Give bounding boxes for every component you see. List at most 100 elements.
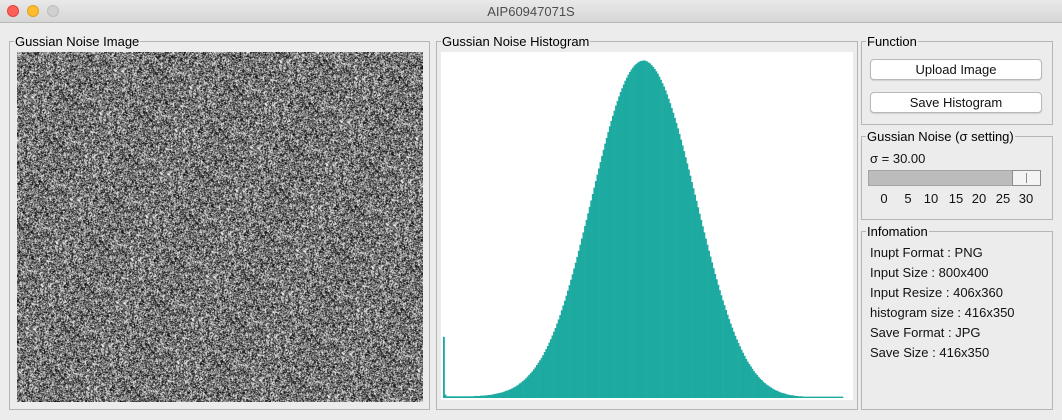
histogram-bar — [757, 376, 760, 398]
histogram-bar — [452, 396, 455, 398]
histogram-bar — [551, 335, 554, 398]
histogram-bar — [818, 396, 821, 398]
histogram-bar — [580, 238, 583, 398]
histogram-bar — [588, 206, 591, 398]
histogram-bar — [703, 232, 706, 398]
histogram-bar — [686, 163, 689, 398]
histogram-bar — [515, 385, 518, 398]
slider-tick-label: 0 — [880, 191, 888, 206]
title-bar: AIP60947071S — [0, 0, 1062, 23]
histogram-bar — [487, 394, 490, 398]
zoom-window-icon[interactable] — [47, 5, 59, 17]
histogram-bar — [667, 98, 670, 399]
histogram-bar — [456, 396, 459, 398]
histogram-bar — [802, 396, 805, 398]
histogram-bar — [509, 389, 512, 398]
histogram-bar — [663, 86, 666, 398]
histogram-bar — [664, 90, 667, 399]
histogram-bar — [754, 373, 757, 398]
histogram-bar — [489, 394, 492, 398]
histogram-bar — [745, 358, 748, 398]
histogram-bar — [722, 300, 724, 398]
histogram-bar — [833, 396, 836, 398]
histogram-bar — [486, 395, 489, 398]
close-window-icon[interactable] — [7, 5, 19, 17]
histogram-bar — [602, 149, 605, 398]
histogram-bar — [836, 396, 839, 398]
histogram-bar — [450, 396, 453, 398]
save-histogram-button[interactable]: Save Histogram — [870, 92, 1042, 113]
histogram-bar — [453, 396, 456, 398]
histogram-bar — [770, 387, 772, 398]
histogram-bar — [447, 396, 450, 398]
histogram-bar — [472, 396, 475, 398]
histogram-bar — [570, 279, 572, 398]
histogram-bar — [759, 378, 762, 398]
histogram-bar — [777, 391, 780, 398]
histogram-bar — [677, 128, 679, 398]
histogram-bar — [464, 396, 467, 398]
info-save-size: Save Size : 416x350 — [870, 345, 990, 360]
histogram-bar — [574, 262, 577, 398]
histogram-bar — [821, 396, 824, 398]
histogram-bar — [528, 374, 531, 398]
histogram-bar — [474, 395, 476, 398]
histogram-bar — [641, 60, 644, 398]
histogram-bar — [498, 392, 501, 398]
histogram-svg — [443, 60, 844, 399]
histogram-bar — [723, 305, 726, 398]
histogram-bar — [625, 77, 628, 398]
histogram-bar — [742, 352, 745, 398]
histogram-bar — [484, 395, 487, 398]
histogram-bar — [762, 381, 765, 398]
minimize-window-icon[interactable] — [27, 5, 39, 17]
histogram-bar — [653, 68, 656, 398]
histogram-bar — [607, 132, 610, 398]
histogram-bar — [691, 182, 693, 398]
histogram-bar — [565, 295, 568, 398]
histogram-bar — [475, 395, 478, 398]
histogram-bar — [508, 389, 510, 398]
histogram-bar — [466, 396, 469, 398]
histogram-bar — [512, 387, 515, 398]
histogram-bar — [480, 395, 483, 398]
histogram-bar — [841, 396, 844, 398]
histogram-bar — [674, 117, 676, 398]
histogram-bar — [449, 396, 452, 398]
histogram-bar — [743, 355, 746, 398]
histogram-bar — [548, 342, 551, 398]
sigma-slider-thumb[interactable] — [1012, 170, 1041, 186]
histogram-bar — [672, 112, 675, 399]
histogram-bar — [776, 390, 779, 398]
histogram-bar — [794, 395, 797, 398]
histogram-bar — [709, 256, 712, 398]
histogram-bar — [810, 396, 813, 398]
histogram-bar — [798, 396, 800, 398]
histogram-bar — [568, 285, 571, 398]
histogram-bar — [675, 122, 678, 398]
noise-setting-panel-title: Gussian Noise (σ setting) — [867, 129, 1014, 144]
histogram-bar — [838, 396, 841, 398]
histogram-bar — [804, 396, 807, 398]
histogram-bar — [773, 389, 776, 398]
histogram-bar — [656, 73, 659, 398]
histogram-bar — [717, 284, 720, 398]
histogram-bar — [601, 155, 603, 398]
upload-image-button[interactable]: Upload Image — [870, 59, 1042, 80]
histogram-bar — [491, 394, 493, 398]
slider-tick-label: 15 — [948, 191, 964, 206]
histogram-bar — [815, 396, 817, 398]
histogram-bar — [687, 169, 690, 398]
histogram-bar — [647, 62, 650, 399]
slider-tick-label: 20 — [971, 191, 987, 206]
histogram-bar — [481, 395, 484, 398]
histogram-bar — [700, 219, 703, 398]
histogram-bar — [726, 314, 729, 398]
histogram-bar — [624, 80, 627, 398]
histogram-bar — [522, 381, 524, 398]
histogram-bar — [582, 232, 585, 398]
histogram-bar — [598, 168, 600, 398]
histogram-bar — [790, 395, 793, 398]
histogram-bar — [661, 83, 664, 398]
histogram-panel: Gussian Noise Histogram — [436, 34, 858, 410]
